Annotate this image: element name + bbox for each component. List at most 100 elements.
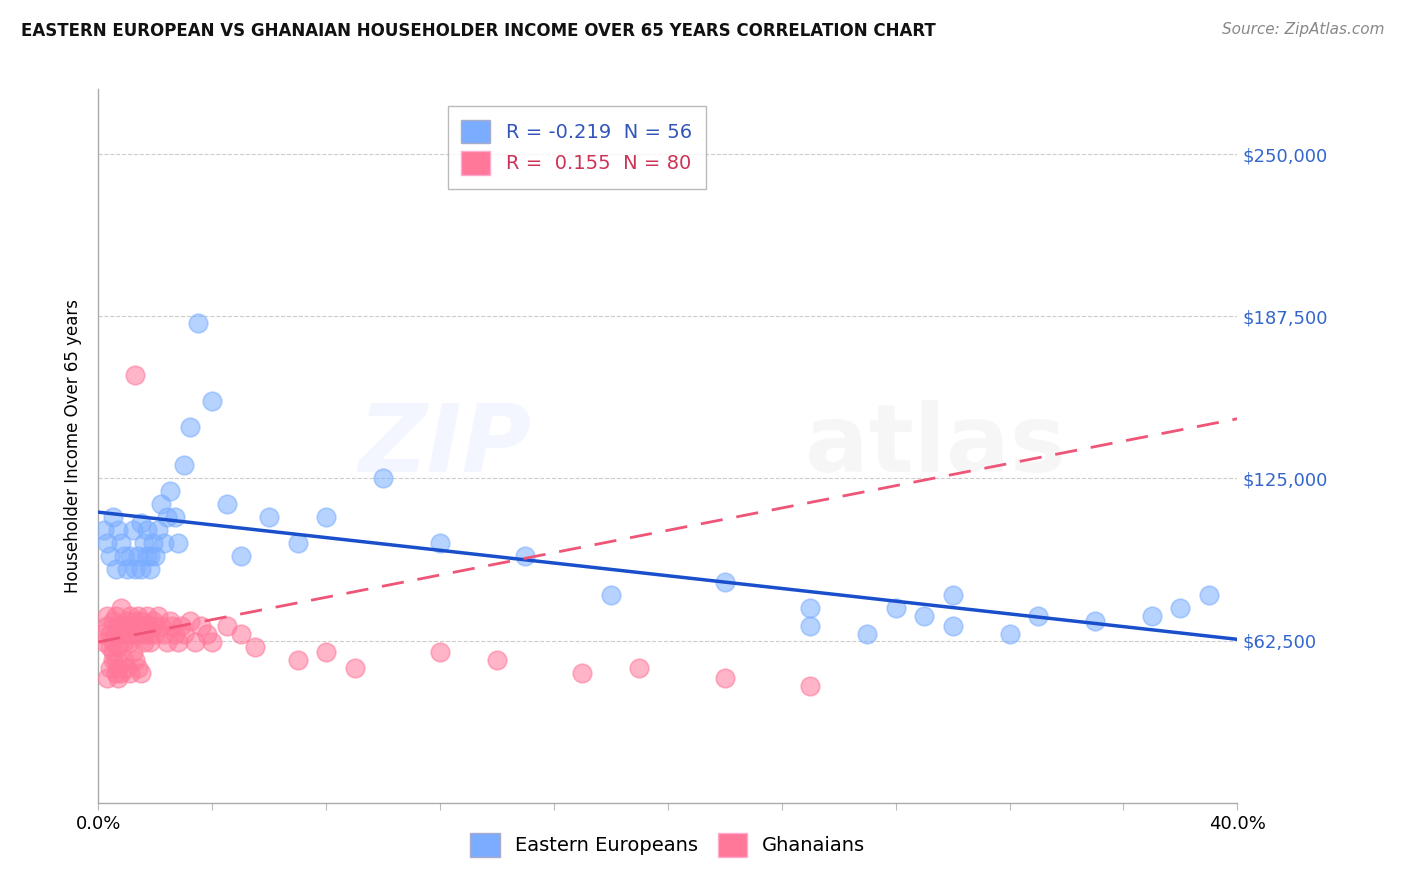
Point bbox=[107, 524, 129, 538]
Point bbox=[190, 619, 212, 633]
Point bbox=[159, 614, 181, 628]
Point bbox=[600, 588, 623, 602]
Point bbox=[118, 609, 141, 624]
Point bbox=[628, 661, 651, 675]
Point bbox=[159, 484, 181, 499]
Point bbox=[104, 627, 127, 641]
Point bbox=[141, 614, 163, 628]
Point bbox=[118, 666, 141, 681]
Point bbox=[1026, 609, 1049, 624]
Point bbox=[942, 619, 965, 633]
Point bbox=[112, 653, 135, 667]
Point bbox=[714, 575, 737, 590]
Point bbox=[259, 510, 281, 524]
Point bbox=[138, 635, 160, 649]
Point bbox=[287, 653, 309, 667]
Point bbox=[127, 661, 149, 675]
Point bbox=[150, 497, 173, 511]
Point bbox=[112, 635, 135, 649]
Point bbox=[856, 627, 879, 641]
Point bbox=[107, 619, 129, 633]
Point bbox=[98, 640, 121, 654]
Point bbox=[104, 562, 127, 576]
Point bbox=[110, 627, 132, 641]
Point bbox=[101, 635, 124, 649]
Point bbox=[110, 601, 132, 615]
Point bbox=[127, 627, 149, 641]
Point bbox=[884, 601, 907, 615]
Point bbox=[179, 614, 201, 628]
Point bbox=[201, 635, 224, 649]
Point bbox=[118, 549, 141, 564]
Point bbox=[1140, 609, 1163, 624]
Point bbox=[184, 635, 207, 649]
Point bbox=[165, 627, 187, 641]
Point bbox=[215, 619, 238, 633]
Point bbox=[138, 627, 160, 641]
Point bbox=[96, 619, 118, 633]
Point bbox=[315, 645, 337, 659]
Point bbox=[201, 393, 224, 408]
Point bbox=[98, 627, 121, 641]
Point bbox=[115, 614, 138, 628]
Point bbox=[110, 666, 132, 681]
Point bbox=[243, 640, 266, 654]
Point bbox=[101, 653, 124, 667]
Point bbox=[118, 635, 141, 649]
Point bbox=[215, 497, 238, 511]
Point bbox=[121, 627, 143, 641]
Point bbox=[165, 510, 187, 524]
Point bbox=[179, 419, 201, 434]
Point bbox=[173, 627, 195, 641]
Point bbox=[153, 627, 176, 641]
Point bbox=[1084, 614, 1107, 628]
Point bbox=[121, 524, 143, 538]
Point bbox=[373, 471, 395, 485]
Point bbox=[714, 671, 737, 685]
Point bbox=[110, 536, 132, 550]
Point bbox=[132, 536, 155, 550]
Point bbox=[799, 601, 821, 615]
Point bbox=[429, 536, 451, 550]
Point bbox=[150, 619, 173, 633]
Point bbox=[104, 653, 127, 667]
Point bbox=[942, 588, 965, 602]
Point bbox=[515, 549, 537, 564]
Point bbox=[135, 549, 157, 564]
Point bbox=[1198, 588, 1220, 602]
Text: EASTERN EUROPEAN VS GHANAIAN HOUSEHOLDER INCOME OVER 65 YEARS CORRELATION CHART: EASTERN EUROPEAN VS GHANAIAN HOUSEHOLDER… bbox=[21, 22, 936, 40]
Point bbox=[1170, 601, 1192, 615]
Y-axis label: Householder Income Over 65 years: Householder Income Over 65 years bbox=[65, 299, 83, 593]
Point bbox=[132, 635, 155, 649]
Point bbox=[101, 614, 124, 628]
Point bbox=[156, 635, 179, 649]
Point bbox=[912, 609, 935, 624]
Point bbox=[571, 666, 593, 681]
Point bbox=[315, 510, 337, 524]
Point bbox=[998, 627, 1021, 641]
Point bbox=[98, 549, 121, 564]
Point bbox=[104, 609, 127, 624]
Point bbox=[162, 619, 184, 633]
Point bbox=[115, 661, 138, 675]
Point bbox=[148, 524, 170, 538]
Point bbox=[156, 510, 179, 524]
Point bbox=[799, 679, 821, 693]
Point bbox=[127, 609, 149, 624]
Point bbox=[129, 666, 152, 681]
Point bbox=[287, 536, 309, 550]
Point bbox=[124, 562, 146, 576]
Point bbox=[121, 645, 143, 659]
Point bbox=[129, 562, 152, 576]
Text: atlas: atlas bbox=[804, 400, 1066, 492]
Point bbox=[101, 645, 124, 659]
Point bbox=[141, 619, 163, 633]
Point bbox=[229, 627, 252, 641]
Point bbox=[167, 635, 190, 649]
Point bbox=[167, 536, 190, 550]
Point bbox=[96, 536, 118, 550]
Point bbox=[96, 609, 118, 624]
Point bbox=[93, 635, 115, 649]
Text: Source: ZipAtlas.com: Source: ZipAtlas.com bbox=[1222, 22, 1385, 37]
Point bbox=[187, 316, 209, 330]
